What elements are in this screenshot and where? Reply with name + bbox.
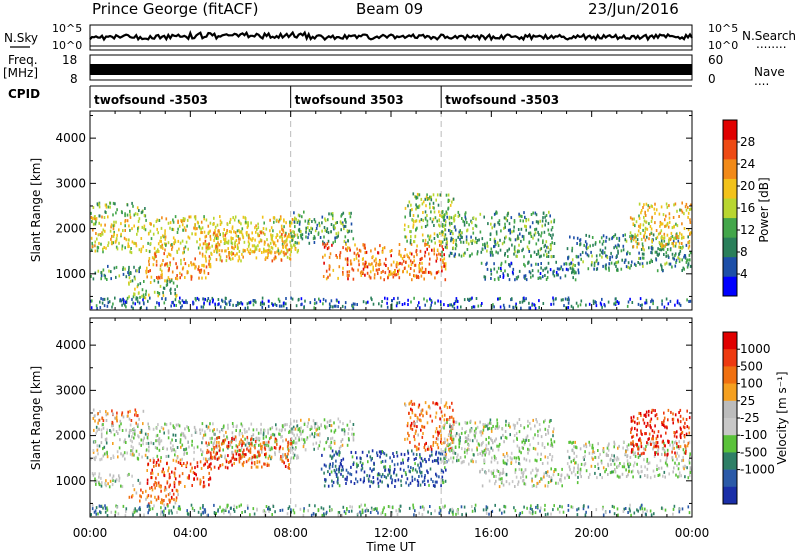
velocity-colorbar-swatch <box>723 349 737 367</box>
freq-left-tick-bottom: 8 <box>70 72 78 86</box>
velocity-colorbar-swatch <box>723 366 737 384</box>
power-colorbar-swatch <box>723 256 737 277</box>
power-colorbar-swatch <box>723 159 737 179</box>
noise-left-tick-bottom: 10^0 <box>52 39 82 52</box>
y-tick-label: 2000 <box>55 222 86 236</box>
velocity-colorbar-tick: 1000 <box>740 342 771 356</box>
cpid-segment-label: twofsound 3503 <box>295 93 404 107</box>
power-colorbar: Power [dB] 4 8 12 16 20 24 28 <box>722 119 771 297</box>
frequency-trace <box>90 64 692 75</box>
nave-label: Nave <box>754 65 785 79</box>
y-tick-label: 4000 <box>55 131 86 145</box>
nsearch-dots: ........ <box>756 37 787 51</box>
nsky-label: N.Sky <box>4 31 38 45</box>
nave-right-tick-bottom: 0 <box>708 72 716 86</box>
y-tick-label: 2000 <box>55 429 86 443</box>
velocity-colorbar-tick: -25 <box>740 411 760 425</box>
velocity-colorbar-tick: 100 <box>740 377 763 391</box>
power-colorbar-swatch <box>723 237 737 258</box>
x-tick-label: 00:00 <box>73 526 108 540</box>
cpid-row: twofsound -3503 twofsound 3503 twofsound -… <box>89 85 692 108</box>
radar-title: Prince George (fitACF) <box>92 0 258 18</box>
y-tick-label: 3000 <box>55 383 86 397</box>
power-ylabel: Slant Range [km] <box>29 158 43 262</box>
power-scatter <box>90 111 692 310</box>
x-tick-label: 08:00 <box>273 526 308 540</box>
y-tick-label: 1000 <box>55 267 86 281</box>
y-tick-label: 3000 <box>55 176 86 190</box>
velocity-colorbar-swatch <box>723 469 737 488</box>
velocity-colorbar-swatch <box>723 452 737 470</box>
cpid-label: CPID <box>8 87 40 101</box>
power-panel: 1000 2000 3000 4000 Slant Range [km] <box>29 110 693 311</box>
noise-right-tick-top: 10^5 <box>708 22 738 35</box>
power-colorbar-tick: 20 <box>740 179 755 193</box>
x-tick-label: 00:00 <box>675 526 710 540</box>
velocity-colorbar-swatch <box>723 418 737 436</box>
velocity-ylabel: Slant Range [km] <box>29 366 43 470</box>
velocity-colorbar: Velocity [m s⁻¹] 1000 500 100 25 -25 -100 -500… <box>722 331 789 505</box>
velocity-colorbar-swatch <box>723 400 737 419</box>
power-colorbar-tick: 4 <box>740 267 748 281</box>
time-axis-label: Time UT <box>365 540 416 554</box>
nave-dots: .... <box>754 74 769 88</box>
power-colorbar-swatch <box>723 198 737 219</box>
x-tick-label: 20:00 <box>574 526 609 540</box>
date-label: 23/Jun/2016 <box>588 0 679 18</box>
freq-unit-label: [MHz] <box>3 66 38 80</box>
power-colorbar-swatch <box>723 139 737 160</box>
velocity-colorbar-label: Velocity [m s⁻¹] <box>775 371 789 464</box>
y-tick-label: 1000 <box>55 474 86 488</box>
power-colorbar-tick: 24 <box>740 157 755 171</box>
power-colorbar-tick: 16 <box>740 201 755 215</box>
power-colorbar-swatch <box>723 120 737 140</box>
noise-right-tick-bottom: 10^0 <box>708 39 738 52</box>
frequency-panel: 18 8 60 0 <box>62 53 723 86</box>
nsearch-label: N.Search <box>742 29 796 43</box>
velocity-colorbar-tick: -1000 <box>740 463 775 477</box>
power-colorbar-tick: 28 <box>740 135 755 149</box>
y-tick-label: 4000 <box>55 338 86 352</box>
power-colorbar-label: Power [dB] <box>757 177 771 242</box>
time-axis: 00:00 04:00 08:00 12:00 16:00 20:00 00:00 <box>73 526 710 540</box>
beam-label: Beam 09 <box>356 0 423 18</box>
velocity-panel: 1000 2000 3000 4000 Slant Range [km] <box>29 317 693 518</box>
x-tick-label: 12:00 <box>374 526 409 540</box>
velocity-colorbar-swatch <box>723 435 737 453</box>
velocity-colorbar-tick: -500 <box>740 445 767 459</box>
cpid-segment-label: twofsound -3503 <box>445 93 559 107</box>
velocity-colorbar-tick: 25 <box>740 394 755 408</box>
cpid-segment-label: twofsound -3503 <box>94 93 208 107</box>
power-colorbar-swatch <box>723 178 737 199</box>
x-tick-label: 04:00 <box>173 526 208 540</box>
velocity-colorbar-tick: -100 <box>740 428 767 442</box>
velocity-colorbar-tick: 500 <box>740 359 763 373</box>
power-colorbar-tick: 12 <box>740 223 755 237</box>
freq-left-tick-top: 18 <box>62 53 77 67</box>
velocity-colorbar-swatch <box>723 486 737 505</box>
nave-right-tick-top: 60 <box>708 53 723 67</box>
power-colorbar-tick: 8 <box>740 245 748 259</box>
power-colorbar-swatch <box>723 217 737 238</box>
velocity-colorbar-swatch <box>723 383 737 402</box>
x-tick-label: 16:00 <box>474 526 509 540</box>
power-colorbar-swatch <box>723 276 737 297</box>
velocity-scatter <box>90 318 692 517</box>
noise-panel: 10^5 10^0 10^5 10^0 <box>52 22 738 52</box>
noise-left-tick-top: 10^5 <box>52 22 82 35</box>
noise-trace <box>89 30 693 47</box>
freq-label: Freq. <box>8 53 38 67</box>
velocity-colorbar-swatch <box>723 332 737 350</box>
